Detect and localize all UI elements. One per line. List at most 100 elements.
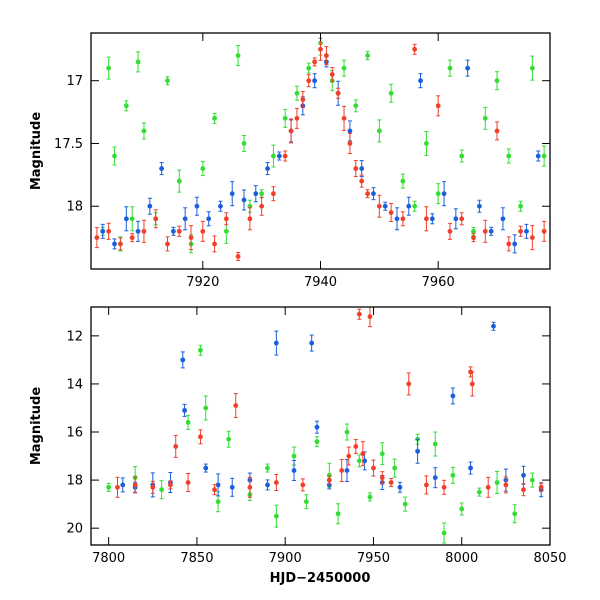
data-point [500, 216, 506, 222]
data-point [300, 97, 306, 102]
data-point [176, 228, 182, 234]
data-point [447, 65, 453, 71]
data-point [194, 203, 200, 209]
data-point [506, 241, 512, 247]
data-point [259, 203, 265, 209]
data-point [521, 472, 526, 478]
data-point [265, 465, 270, 471]
data-point [482, 115, 488, 121]
data-point [365, 53, 370, 58]
data-point [329, 72, 335, 77]
data-point [494, 78, 500, 84]
data-point [223, 216, 229, 222]
data-point [176, 178, 182, 184]
data-point [229, 484, 235, 490]
data-point [115, 484, 120, 490]
data-point [188, 235, 194, 241]
data-point [200, 166, 206, 171]
data-point [153, 216, 159, 222]
data-point [173, 444, 179, 449]
data-point [453, 216, 459, 222]
data-point [165, 241, 170, 247]
data-point [529, 477, 535, 483]
y-tick-label: 16 [66, 426, 83, 441]
data-point [253, 191, 259, 197]
data-point [123, 216, 129, 222]
data-point [379, 475, 385, 481]
data-point [203, 465, 209, 471]
data-point [529, 235, 535, 241]
x-tick-label: 8000 [445, 551, 478, 566]
data-point [112, 153, 117, 159]
data-point [524, 228, 529, 234]
data-point [276, 153, 282, 159]
data-point [365, 191, 370, 197]
data-point [400, 216, 406, 222]
data-point [341, 65, 347, 71]
data-point [265, 166, 270, 171]
data-point [471, 235, 476, 241]
data-point [359, 178, 365, 184]
data-point [412, 203, 418, 209]
x-tick-label: 7960 [422, 275, 455, 290]
data-point [406, 381, 412, 387]
data-point [273, 513, 279, 519]
data-point [218, 203, 223, 209]
series-1 [100, 56, 541, 254]
data-point [471, 228, 476, 234]
data-point [241, 141, 247, 146]
data-point [235, 254, 241, 259]
data-point [265, 482, 270, 488]
data-point [147, 203, 153, 209]
bottom-panel: Magnitude HJD−2450000 7800 7850 7900 7950 80… [29, 306, 567, 586]
y-tick-label: 17 [66, 74, 83, 89]
data-point [170, 228, 176, 234]
data-point [318, 46, 323, 52]
data-point [488, 228, 494, 234]
y-tick-label: 18 [66, 474, 83, 489]
data-point [541, 228, 547, 234]
x-tick-label: 7920 [186, 275, 219, 290]
y-tick-label: 17.5 [54, 137, 83, 152]
data-point [388, 90, 394, 96]
data-point [135, 228, 141, 234]
data-point [506, 153, 512, 159]
data-point [185, 419, 191, 425]
bottom-plot-area [106, 307, 544, 544]
data-point [353, 103, 359, 109]
data-point [335, 90, 341, 96]
data-point [503, 482, 509, 488]
data-point [106, 228, 112, 234]
data-point [356, 311, 362, 317]
data-point [518, 203, 523, 209]
data-point [233, 403, 239, 408]
data-point [465, 65, 471, 71]
data-point [291, 453, 297, 459]
top-plot-frame [90, 32, 551, 270]
y-tick-label: 20 [66, 522, 83, 537]
data-point [418, 78, 423, 84]
x-tick-label: 7950 [357, 551, 390, 566]
data-point [159, 166, 165, 171]
data-point [402, 501, 408, 507]
data-point [346, 453, 352, 459]
data-point [135, 59, 141, 65]
data-point [309, 340, 315, 346]
data-point [282, 115, 288, 121]
data-point [356, 458, 362, 464]
data-point [165, 78, 170, 84]
data-point [185, 480, 191, 485]
data-point [538, 484, 544, 490]
data-point [271, 153, 276, 159]
data-point [424, 141, 429, 146]
data-point [482, 228, 488, 234]
data-point [512, 241, 518, 247]
data-point [379, 451, 385, 457]
bottom-y-axis-title: Magnitude [29, 387, 44, 466]
data-point [303, 499, 309, 505]
data-point [282, 153, 288, 159]
data-point [518, 228, 523, 234]
series-0 [106, 344, 535, 544]
data-point [376, 203, 382, 209]
data-point [273, 340, 279, 346]
